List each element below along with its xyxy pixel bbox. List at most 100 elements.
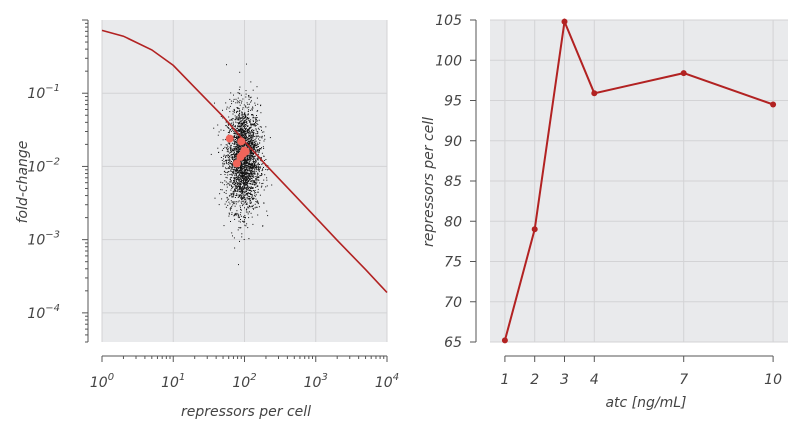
cell-point (258, 135, 259, 137)
cell-point (251, 108, 253, 110)
cell-point (246, 130, 248, 132)
cell-point (247, 111, 249, 112)
cell-point (258, 176, 260, 178)
mean-point (237, 137, 246, 146)
cell-point (249, 200, 251, 202)
cell-point (240, 215, 242, 217)
left-y-tick-exponent: −1 (45, 83, 60, 94)
cell-point (256, 149, 258, 151)
cell-point (248, 198, 250, 200)
cell-point (243, 239, 245, 240)
cell-point (237, 183, 238, 185)
cell-point (245, 172, 247, 174)
cell-point (246, 197, 248, 199)
cell-point (234, 131, 236, 133)
cell-point (233, 108, 235, 110)
cell-point (241, 164, 243, 166)
cell-point (257, 203, 259, 205)
cell-point (254, 149, 256, 151)
cell-point (249, 156, 251, 158)
cell-point (236, 111, 238, 113)
cell-point (243, 192, 245, 194)
cell-point (246, 147, 248, 148)
cell-point (242, 130, 244, 131)
cell-point (248, 143, 250, 145)
cell-point (220, 116, 222, 117)
cell-point (248, 169, 250, 171)
cell-point (261, 170, 263, 172)
cell-point (232, 182, 234, 184)
cell-point (239, 119, 241, 121)
cell-point (238, 92, 240, 94)
cell-point (252, 187, 254, 189)
right-y-tick-label: 70 (444, 295, 462, 311)
cell-point (257, 144, 259, 145)
cell-point (260, 126, 262, 128)
cell-point (225, 144, 227, 146)
cell-point (243, 158, 245, 160)
cell-point (233, 150, 235, 152)
cell-point (248, 166, 250, 167)
cell-point (251, 194, 253, 196)
cell-point (250, 164, 252, 166)
cell-point (255, 167, 257, 168)
cell-point (237, 201, 239, 203)
cell-point (241, 120, 243, 122)
cell-point (255, 201, 257, 202)
cell-point (256, 174, 258, 176)
cell-point (248, 193, 250, 195)
cell-point (253, 171, 255, 172)
cell-point (249, 151, 251, 153)
cell-point (252, 146, 254, 148)
cell-point (234, 185, 236, 187)
cell-point (252, 165, 253, 167)
cell-point (246, 171, 248, 173)
cell-point (239, 113, 240, 115)
cell-point (240, 183, 242, 185)
cell-point (234, 149, 236, 150)
cell-point (253, 144, 254, 146)
cell-point (220, 181, 222, 183)
cell-point (243, 221, 245, 223)
cell-point (233, 140, 235, 142)
cell-point (224, 170, 226, 172)
cell-point (245, 209, 247, 211)
cell-point (232, 149, 234, 151)
cell-point (252, 139, 254, 141)
cell-point (238, 144, 240, 146)
cell-point (245, 200, 247, 202)
cell-point (250, 124, 252, 126)
cell-point (250, 152, 252, 154)
right-y-tick-label: 85 (444, 174, 462, 190)
cell-point (231, 173, 233, 175)
cell-point (243, 177, 245, 179)
left-y-tick-exponent: −3 (45, 230, 60, 241)
cell-point (239, 175, 241, 177)
cell-point (257, 142, 259, 144)
cell-point (251, 155, 252, 157)
cell-point (225, 168, 227, 170)
cell-point (231, 232, 233, 234)
cell-point (236, 130, 238, 132)
cell-point (245, 134, 247, 136)
cell-point (252, 142, 253, 144)
cell-point (235, 149, 237, 151)
cell-point (231, 177, 233, 179)
cell-point (257, 124, 259, 125)
cell-point (254, 173, 256, 175)
cell-point (242, 126, 244, 128)
cell-point (237, 130, 239, 132)
cell-point (248, 163, 250, 165)
cell-point (261, 183, 263, 185)
cell-point (232, 154, 234, 156)
cell-point (248, 206, 250, 207)
cell-point (239, 112, 241, 114)
series-point (770, 101, 777, 108)
cell-point (262, 146, 264, 148)
cell-point (242, 172, 244, 174)
cell-point (226, 149, 228, 150)
mean-point (225, 134, 234, 143)
cell-point (249, 119, 251, 121)
cell-point (250, 145, 252, 147)
cell-point (248, 138, 249, 140)
